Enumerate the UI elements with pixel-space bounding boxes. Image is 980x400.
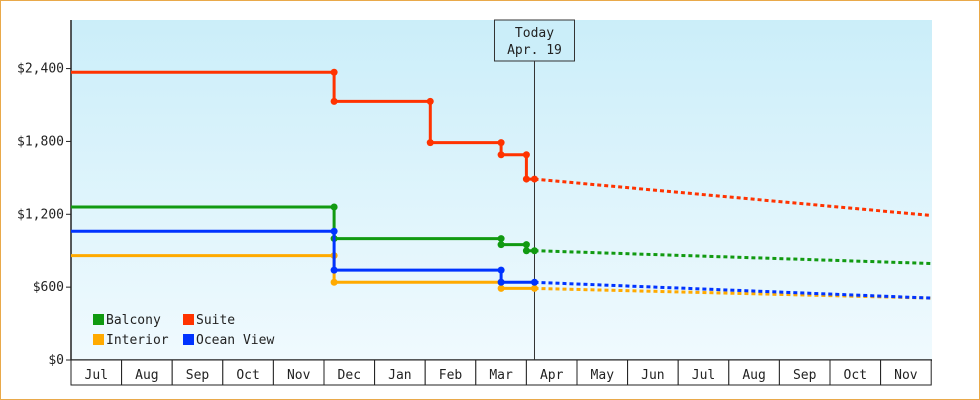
legend-swatch-ocean-view [183, 334, 194, 345]
data-point-ocean-view [497, 266, 505, 274]
data-point-balcony [497, 241, 505, 249]
data-point-suite [497, 139, 505, 147]
x-tick-label: Jul [85, 368, 108, 383]
x-tick-label: Jul [692, 368, 715, 383]
x-tick-label: Oct [236, 368, 259, 383]
x-tick-label: Feb [439, 368, 463, 383]
x-tick-label: Aug [742, 368, 765, 383]
data-point-balcony [522, 241, 530, 249]
data-point-ocean-view [330, 227, 338, 235]
data-point-suite [330, 97, 338, 105]
data-point-suite [522, 151, 530, 159]
x-month-cell [70, 359, 123, 386]
data-point-suite [530, 175, 538, 183]
x-tick-label: Dec [338, 368, 361, 383]
data-point-suite [330, 68, 338, 76]
x-tick-label: Mar [489, 368, 513, 383]
y-tick-label: $1,800 [17, 134, 64, 149]
legend-swatch-suite [183, 314, 194, 325]
x-month-cell [778, 359, 831, 386]
today-date-label: Apr. 19 [507, 43, 562, 58]
x-tick-label: Sep [186, 368, 210, 383]
series-line-suite [71, 70, 535, 181]
legend-label-interior: Interior [106, 333, 169, 348]
series-line-ocean-view [71, 229, 535, 284]
series-forecast-suite [534, 177, 932, 217]
series-forecast-balcony [534, 249, 932, 265]
x-tick-label: May [591, 368, 615, 383]
x-month-cell [171, 359, 224, 386]
x-tick-label: Sep [793, 368, 817, 383]
x-tick-label: Oct [844, 368, 867, 383]
x-month-cell [880, 359, 932, 386]
data-point-suite [426, 139, 434, 147]
x-month-cell [677, 359, 730, 386]
legend-swatch-interior [93, 334, 104, 345]
today-box [493, 19, 575, 62]
x-tick-label: Aug [135, 368, 158, 383]
x-month-cell [627, 359, 679, 386]
legend-swatch-balcony [93, 314, 104, 325]
data-point-interior [530, 284, 538, 292]
x-month-cell [272, 359, 325, 386]
legend-label-balcony: Balcony [106, 313, 161, 328]
x-tick-label: Nov [894, 368, 918, 383]
series-forecast-ocean-view [534, 280, 932, 300]
legend-label-suite: Suite [196, 313, 235, 328]
x-month-cell [525, 359, 578, 386]
x-tick-label: Apr [540, 368, 564, 383]
y-tick-label: $600 [33, 280, 64, 295]
data-point-suite [426, 97, 434, 105]
data-point-balcony [330, 203, 338, 211]
data-point-balcony [530, 247, 538, 255]
data-point-ocean-view [497, 278, 505, 286]
data-point-interior [497, 284, 505, 292]
data-point-suite [522, 175, 530, 183]
x-tick-label: Jun [641, 368, 664, 383]
x-month-cell [121, 359, 173, 386]
today-label: Today [515, 26, 554, 41]
x-month-cell [424, 359, 477, 386]
data-point-ocean-view [530, 278, 538, 286]
plot-area [71, 20, 932, 360]
x-month-cell [829, 359, 882, 386]
y-tick-label: $1,200 [17, 207, 64, 222]
x-month-cell [222, 359, 274, 386]
y-tick-label: $2,400 [17, 62, 64, 77]
series-line-interior [71, 254, 535, 290]
data-point-balcony [522, 247, 530, 255]
legend-label-ocean-view: Ocean View [196, 333, 274, 348]
y-tick-label: $0 [48, 353, 64, 368]
data-point-balcony [497, 235, 505, 243]
data-point-interior [330, 278, 338, 286]
x-tick-label: Nov [287, 368, 311, 383]
data-point-ocean-view [330, 266, 338, 274]
data-point-suite [497, 151, 505, 159]
x-tick-label: Jan [388, 368, 411, 383]
